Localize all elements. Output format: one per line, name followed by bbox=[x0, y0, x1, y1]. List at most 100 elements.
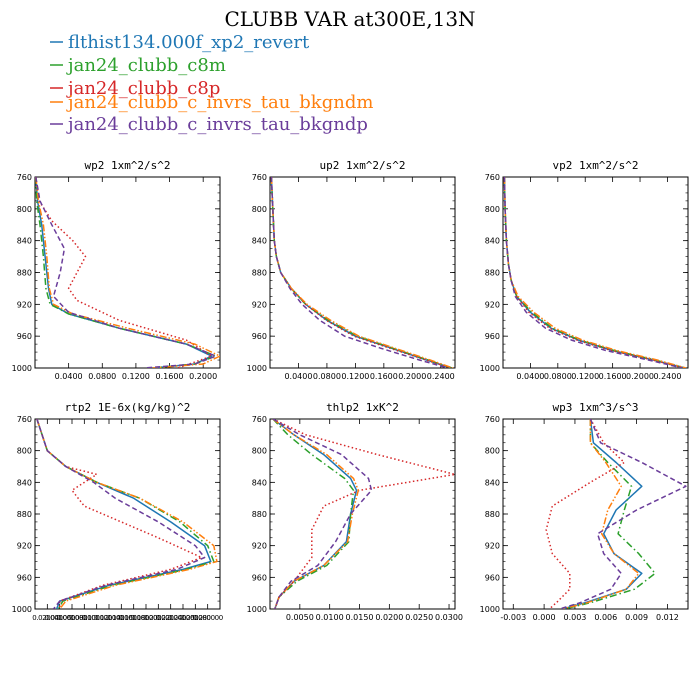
y-tick-label: 840 bbox=[485, 237, 500, 246]
y-tick-label: 960 bbox=[252, 332, 267, 341]
x-tick-label: 0.009 bbox=[625, 613, 648, 622]
y-tick-label: 840 bbox=[252, 237, 267, 246]
series-line-1 bbox=[503, 177, 685, 368]
panel-title: vp2 1xm^2/s^2 bbox=[552, 159, 638, 172]
series-line-5 bbox=[35, 177, 217, 368]
x-tick-label: 0.1200 bbox=[122, 372, 150, 381]
y-tick-label: 880 bbox=[485, 269, 500, 278]
x-tick-label: 0.1200 bbox=[341, 372, 369, 381]
x-tick-label: 0.0800 bbox=[88, 372, 116, 381]
y-tick-label: 760 bbox=[17, 415, 32, 424]
x-tick-label: 0.0050 bbox=[286, 613, 314, 622]
series-line-1 bbox=[35, 177, 213, 368]
y-tick-label: 960 bbox=[485, 573, 500, 582]
x-tick-label: -0.003 bbox=[500, 613, 526, 622]
legend-label-5: jan24_clubb_c_invrs_tau_bkgndp bbox=[66, 114, 368, 135]
x-tick-label: 0.2400 bbox=[653, 372, 681, 381]
y-tick-label: 760 bbox=[252, 415, 267, 424]
x-tick-label: 0.200000 bbox=[143, 614, 173, 622]
y-tick-label: 920 bbox=[252, 300, 267, 309]
x-tick-label: 0.2000 bbox=[626, 372, 654, 381]
x-tick-label: 0.0400 bbox=[284, 372, 312, 381]
y-tick-label: 880 bbox=[17, 269, 32, 278]
y-tick-label: 920 bbox=[252, 542, 267, 551]
chart-panel-4: rtp2 1E-6x(kg/kg)^2 760 800 840 880 920 960 100… bbox=[12, 401, 224, 622]
x-tick-label: 0.003 bbox=[563, 613, 586, 622]
x-tick-label: 0.280000 bbox=[193, 614, 223, 622]
x-tick-label: 0.1200 bbox=[571, 372, 599, 381]
panel-title: wp2 1xm^2/s^2 bbox=[84, 159, 170, 172]
y-tick-label: 1000 bbox=[247, 364, 267, 373]
series-line-5 bbox=[559, 419, 687, 609]
series-line-3 bbox=[36, 419, 203, 609]
legend-item: jan24_clubb_c8m bbox=[66, 55, 226, 76]
series-line-5 bbox=[272, 419, 373, 609]
x-tick-label: 0.080000 bbox=[69, 614, 99, 622]
plot-frame bbox=[34, 176, 221, 369]
x-tick-label: 0.240000 bbox=[168, 614, 198, 622]
y-tick-label: 800 bbox=[17, 447, 32, 456]
x-tick-label: 0.0200 bbox=[375, 613, 403, 622]
y-tick-label: 880 bbox=[485, 510, 500, 519]
panel-title: thlp2 1xK^2 bbox=[326, 401, 399, 414]
series-line-4 bbox=[35, 177, 220, 368]
x-tick-label: 0.020000 bbox=[32, 614, 62, 622]
x-tick-label: 0.0300 bbox=[435, 613, 463, 622]
series-line-4 bbox=[36, 419, 218, 609]
series-line-3 bbox=[35, 177, 213, 368]
x-tick-label: 0.120000 bbox=[94, 614, 124, 622]
y-tick-label: 920 bbox=[485, 300, 500, 309]
series-line-3 bbox=[545, 419, 626, 609]
y-tick-label: 840 bbox=[252, 478, 267, 487]
y-tick-label: 840 bbox=[17, 478, 32, 487]
x-tick-label: 0.0100 bbox=[316, 613, 344, 622]
legend-item: jan24_clubb_c_invrs_tau_bkgndp bbox=[66, 114, 368, 135]
series-line-2 bbox=[503, 177, 686, 368]
y-tick-label: 800 bbox=[485, 205, 500, 214]
y-tick-label: 760 bbox=[485, 415, 500, 424]
x-tick-label: 0.2400 bbox=[427, 372, 455, 381]
x-tick-label: 0.060000 bbox=[57, 614, 87, 622]
series-line-3 bbox=[503, 177, 685, 368]
legend-item: jan24_clubb_c8p bbox=[66, 78, 220, 99]
y-tick-label: 880 bbox=[252, 510, 267, 519]
y-tick-label: 960 bbox=[17, 332, 32, 341]
y-tick-label: 800 bbox=[252, 205, 267, 214]
y-tick-label: 880 bbox=[17, 510, 32, 519]
series-line-1 bbox=[270, 177, 452, 368]
y-tick-label: 760 bbox=[17, 173, 32, 182]
x-tick-label: 0.140000 bbox=[106, 614, 136, 622]
series-line-2 bbox=[272, 419, 355, 609]
x-tick-label: 0.1600 bbox=[156, 372, 184, 381]
legend-label-1: flthist134.000f_xp2_revert bbox=[68, 32, 310, 53]
panel-title: rtp2 1E-6x(kg/kg)^2 bbox=[65, 401, 191, 414]
x-tick-label: 0.260000 bbox=[180, 614, 210, 622]
y-tick-label: 1000 bbox=[480, 364, 500, 373]
y-tick-label: 1000 bbox=[12, 605, 32, 614]
y-tick-label: 920 bbox=[17, 300, 32, 309]
series-line-2 bbox=[564, 419, 656, 609]
chart-panel-2: up2 1xm^2/s^2 760 800 840 880 920 960 1000 0.040… bbox=[247, 159, 456, 381]
y-tick-label: 920 bbox=[485, 542, 500, 551]
x-tick-label: 0.040000 bbox=[45, 614, 75, 622]
x-tick-label: 0.0800 bbox=[544, 372, 572, 381]
legend-item: flthist134.000f_xp2_revert bbox=[68, 32, 310, 53]
series-line-5 bbox=[270, 177, 449, 368]
x-tick-label: 0.1600 bbox=[370, 372, 398, 381]
y-tick-label: 920 bbox=[17, 542, 32, 551]
plot-frame bbox=[502, 176, 689, 369]
y-tick-label: 840 bbox=[485, 478, 500, 487]
x-tick-label: 0.0250 bbox=[405, 613, 433, 622]
x-tick-label: 0.000 bbox=[533, 613, 556, 622]
x-tick-label: 0.100000 bbox=[82, 614, 112, 622]
x-tick-label: 0.1600 bbox=[599, 372, 627, 381]
panel-title: wp3 1xm^3/s^3 bbox=[552, 401, 638, 414]
x-tick-label: 0.0400 bbox=[516, 372, 544, 381]
legend: flthist134.000f_xp2_revert jan24_clubb_c… bbox=[50, 32, 373, 135]
series-line-5 bbox=[36, 419, 206, 609]
y-tick-label: 960 bbox=[252, 573, 267, 582]
y-tick-label: 800 bbox=[485, 447, 500, 456]
figure-title: CLUBB VAR at300E,13N bbox=[224, 7, 475, 31]
chart-panel-6: wp3 1xm^3/s^3 760 800 840 880 920 960 1000-0.00… bbox=[480, 401, 689, 622]
